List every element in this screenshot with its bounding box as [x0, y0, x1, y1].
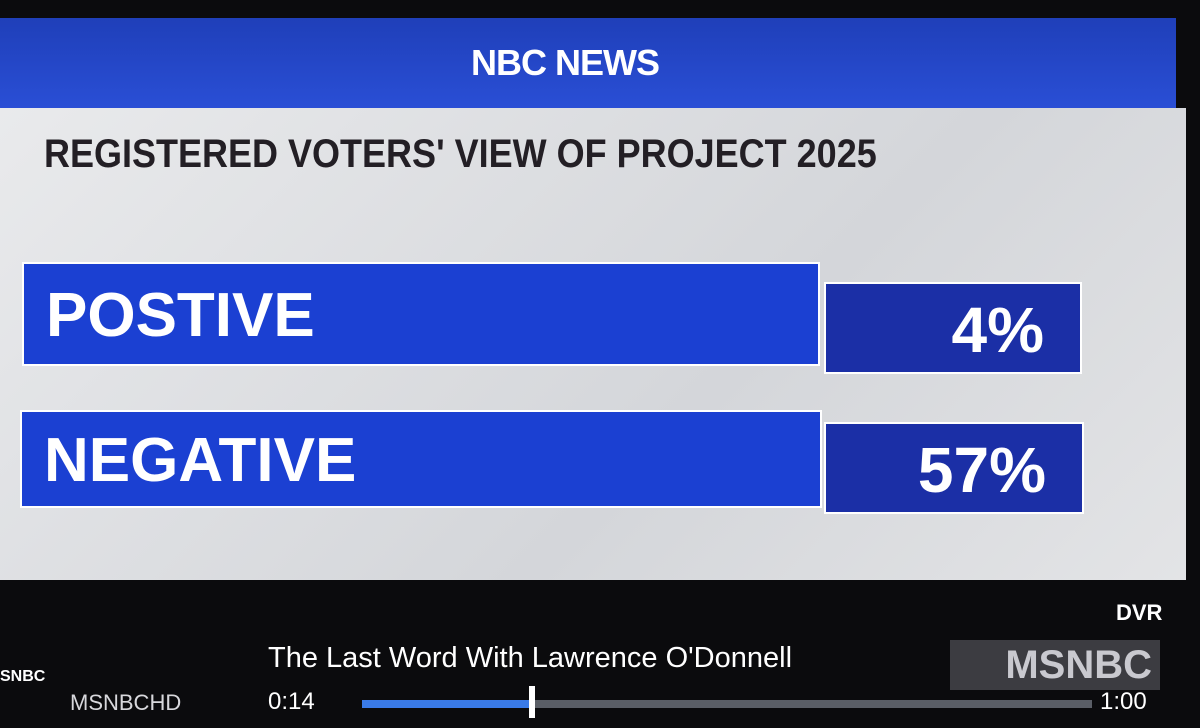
- label-bar: [20, 410, 822, 508]
- logo: NBC NEWS: [471, 42, 660, 83]
- label-bar: [22, 262, 820, 366]
- network-bug: MSNBC: [950, 640, 1160, 690]
- progress-track: [362, 700, 1092, 708]
- duration: 1:00: [1100, 688, 1147, 715]
- graphic-title: REGISTERED VOTERS' VIEW OF PROJECT 2025: [44, 132, 877, 176]
- edge-bug: SNBC: [0, 668, 46, 685]
- row-value: 4%: [824, 282, 1082, 374]
- row-value: 57%: [824, 422, 1084, 514]
- dvr-label: DVR: [1116, 600, 1163, 625]
- row-label: NEGATIVE: [44, 426, 357, 495]
- program-title: The Last Word With Lawrence O'Donnell: [268, 642, 793, 674]
- progress-fill: [362, 700, 533, 708]
- progress-knob: [529, 686, 535, 718]
- elapsed-time: 0:14: [268, 688, 315, 715]
- header-band: [0, 18, 1176, 110]
- channel: MSNBCHD: [70, 690, 182, 715]
- row-label: POSTIVE: [46, 281, 315, 350]
